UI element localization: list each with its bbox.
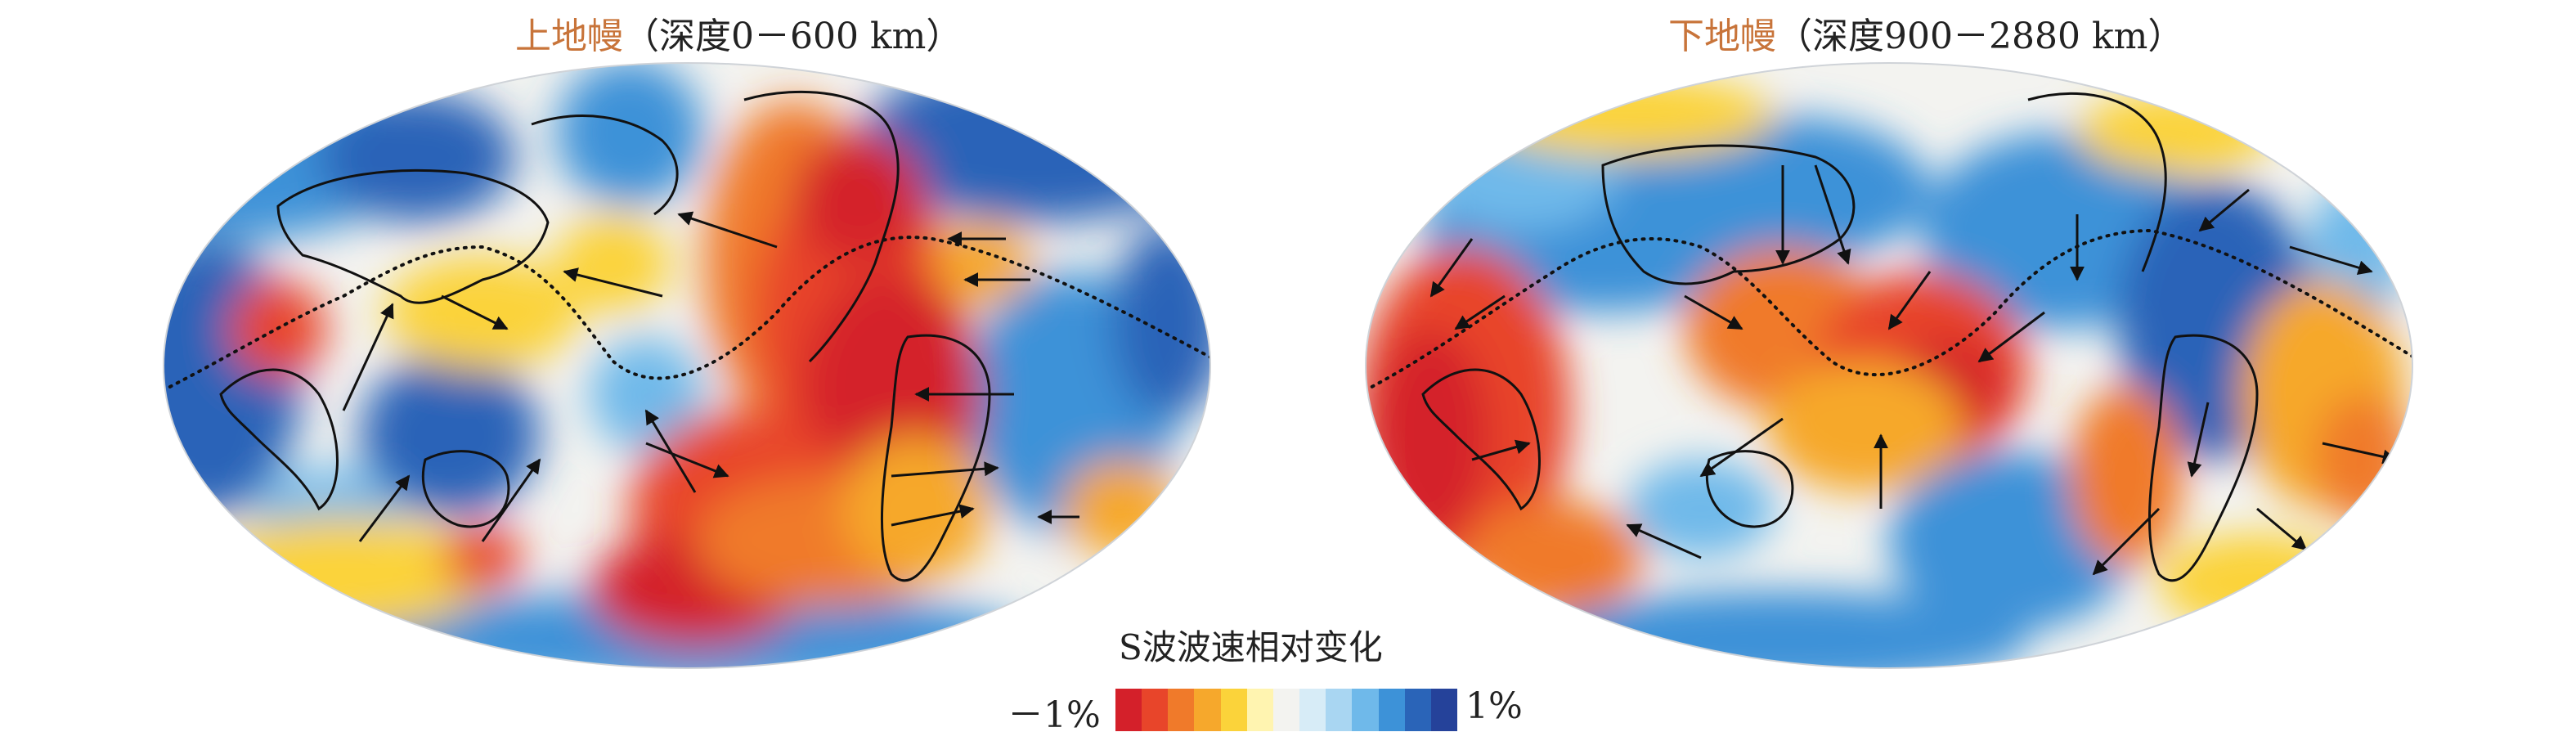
- legend-swatch: [1194, 689, 1221, 731]
- legend-swatch: [1404, 689, 1431, 731]
- upper-mantle-title-main: 上地幔: [515, 16, 623, 57]
- upper-mantle-map: [163, 62, 1211, 669]
- upper-mantle-title-depth: （深度0－600 km）: [623, 16, 963, 57]
- legend-swatch: [1246, 689, 1273, 731]
- upper-coastlines: [219, 90, 991, 582]
- legend-title: S波波速相对变化: [1119, 627, 1383, 667]
- lower-mantle-title-depth: （深度900－2880 km）: [1776, 16, 2184, 57]
- lower-mantle-title-main: 下地幔: [1668, 16, 1776, 57]
- legend-swatch: [1115, 689, 1142, 731]
- legend-swatch: [1430, 689, 1458, 731]
- legend-swatch: [1352, 689, 1379, 731]
- upper-mantle-title: 上地幔（深度0－600 km）: [515, 7, 962, 59]
- lower-mantle-title: 下地幔（深度900－2880 km）: [1668, 7, 2183, 59]
- lower-anomaly-field: [1366, 63, 2412, 668]
- legend-min-label: －1%: [1008, 694, 1101, 736]
- upper-anomaly-field: [164, 63, 1210, 668]
- legend-color-bar: [1115, 689, 1458, 731]
- legend-swatch: [1220, 689, 1247, 731]
- legend-swatch: [1142, 689, 1169, 731]
- lower-coastlines: [1421, 92, 2259, 582]
- legend-swatch: [1168, 689, 1195, 731]
- legend-swatch: [1299, 689, 1326, 731]
- legend-swatch: [1272, 689, 1300, 731]
- legend-swatch: [1326, 689, 1353, 731]
- lower-mantle-map: [1365, 62, 2413, 669]
- legend-swatch: [1378, 689, 1405, 731]
- legend-max-label: 1%: [1465, 685, 1523, 727]
